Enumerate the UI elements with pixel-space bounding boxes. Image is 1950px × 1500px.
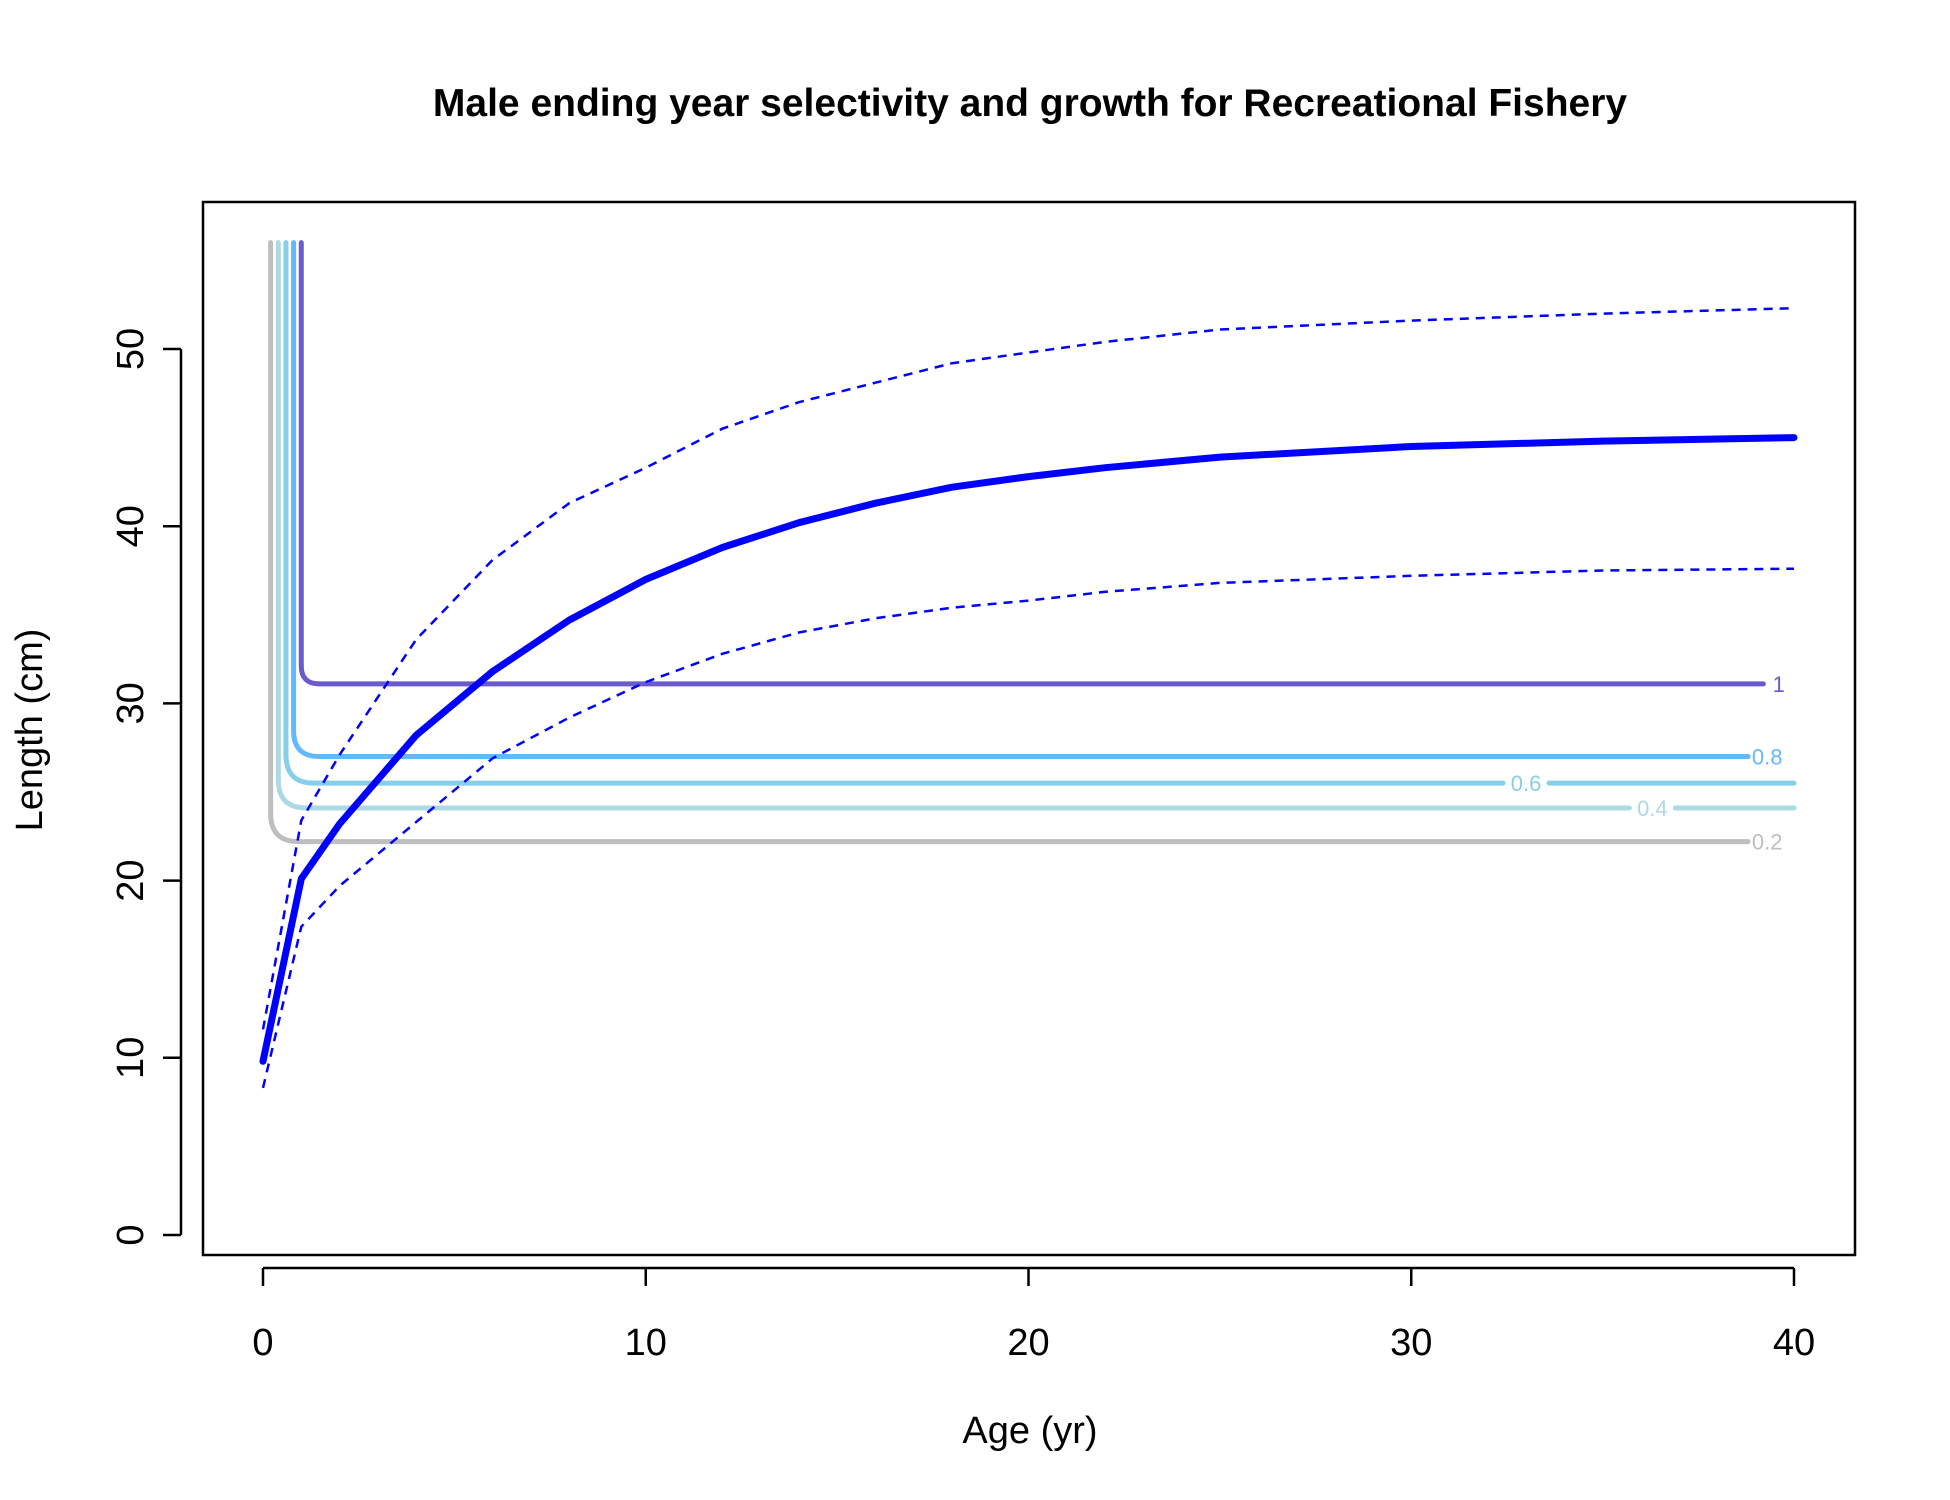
plot-frame: [201, 200, 1857, 1257]
x-tick-label-20: 20: [1007, 1322, 1049, 1364]
contour-label-0.4: 0.4: [1637, 796, 1668, 821]
contour-0.4: 0.4: [275, 240, 1797, 821]
y-tick-label-50: 50: [110, 328, 152, 370]
y-tick-label-0: 0: [110, 1224, 152, 1245]
x-axis: 0 10 20 30 40: [252, 1266, 1815, 1364]
y-axis: 0 10 20 30 40 50: [110, 328, 183, 1246]
x-tick-label-30: 30: [1390, 1322, 1432, 1364]
y-axis-label: Length (cm): [9, 629, 51, 832]
contour-line-1: [298, 240, 1766, 687]
contour-0.2: 0.2: [268, 240, 1783, 855]
x-tick-label-10: 10: [625, 1322, 667, 1364]
contour-line-0.6: [283, 240, 1797, 786]
plot-area: 0.2 0.4 0.6 0.8 1: [259, 240, 1798, 1089]
contour-label-0.6: 0.6: [1511, 771, 1542, 796]
contour-label-0.2: 0.2: [1752, 830, 1783, 855]
contour-label-1: 1: [1773, 672, 1785, 697]
contour-0.8: 0.8: [291, 240, 1783, 770]
y-tick-label-30: 30: [110, 682, 152, 724]
x-axis-label: Age (yr): [962, 1410, 1097, 1452]
contour-label-0.8: 0.8: [1752, 745, 1783, 770]
y-tick-label-40: 40: [110, 505, 152, 547]
y-tick-label-10: 10: [110, 1037, 152, 1079]
y-tick-label-20: 20: [110, 859, 152, 901]
contour-0.6: 0.6: [283, 240, 1797, 796]
contour-1: 1: [298, 240, 1785, 697]
growth-upper-dashed-line: [261, 306, 1795, 1030]
x-tick-label-40: 40: [1773, 1322, 1815, 1364]
contour-line-0.2: [268, 240, 1751, 845]
growth-lower-dashed-line: [261, 567, 1795, 1089]
chart-title: Male ending year selectivity and growth …: [433, 82, 1627, 125]
contour-line-0.8: [291, 240, 1751, 760]
growth-mean-line: [259, 434, 1798, 1065]
x-tick-label-0: 0: [252, 1322, 273, 1364]
contour-line-0.4: [275, 240, 1797, 811]
